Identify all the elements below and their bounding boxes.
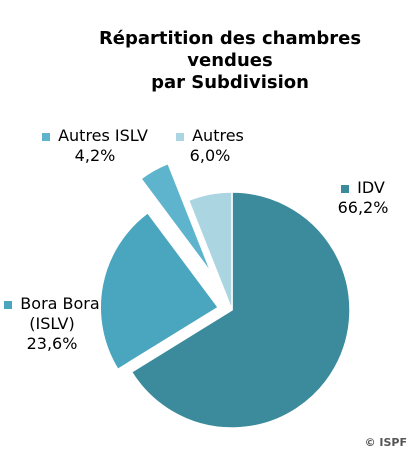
pie-slice [187, 191, 233, 311]
value-label: 23,6% [26, 334, 78, 353]
label-name-line: IDV [318, 178, 408, 198]
value-label: 4,2% [74, 146, 116, 165]
label-name-line: Autres [170, 126, 250, 146]
category-name: Bora Bora (ISLV) [20, 294, 100, 333]
source: © ISPF [364, 436, 407, 449]
slice-label: Bora Bora (ISLV) 23,6% [2, 294, 102, 354]
legend-marker [341, 184, 350, 193]
chart-title: Répartition des chambres vendues par Sub… [98, 28, 362, 93]
label-name-line: Autres ISLV [40, 126, 150, 146]
category-name: IDV [357, 178, 385, 197]
pie-slice [99, 211, 220, 371]
label-name-line: Bora Bora (ISLV) [2, 294, 102, 334]
pie-slice [139, 162, 213, 274]
value-label: 66,2% [337, 198, 389, 217]
slice-label: Autres ISLV 4,2% [40, 126, 150, 166]
category-name: Autres [192, 126, 244, 145]
slice-label: IDV 66,2% [318, 178, 408, 218]
pie-slice [130, 191, 351, 429]
category-name: Autres ISLV [58, 126, 148, 145]
legend-marker [176, 132, 185, 141]
slice-label: Autres 6,0% [170, 126, 250, 166]
value-label: 6,0% [189, 146, 231, 165]
legend-marker [42, 132, 51, 141]
legend-marker [4, 300, 13, 309]
